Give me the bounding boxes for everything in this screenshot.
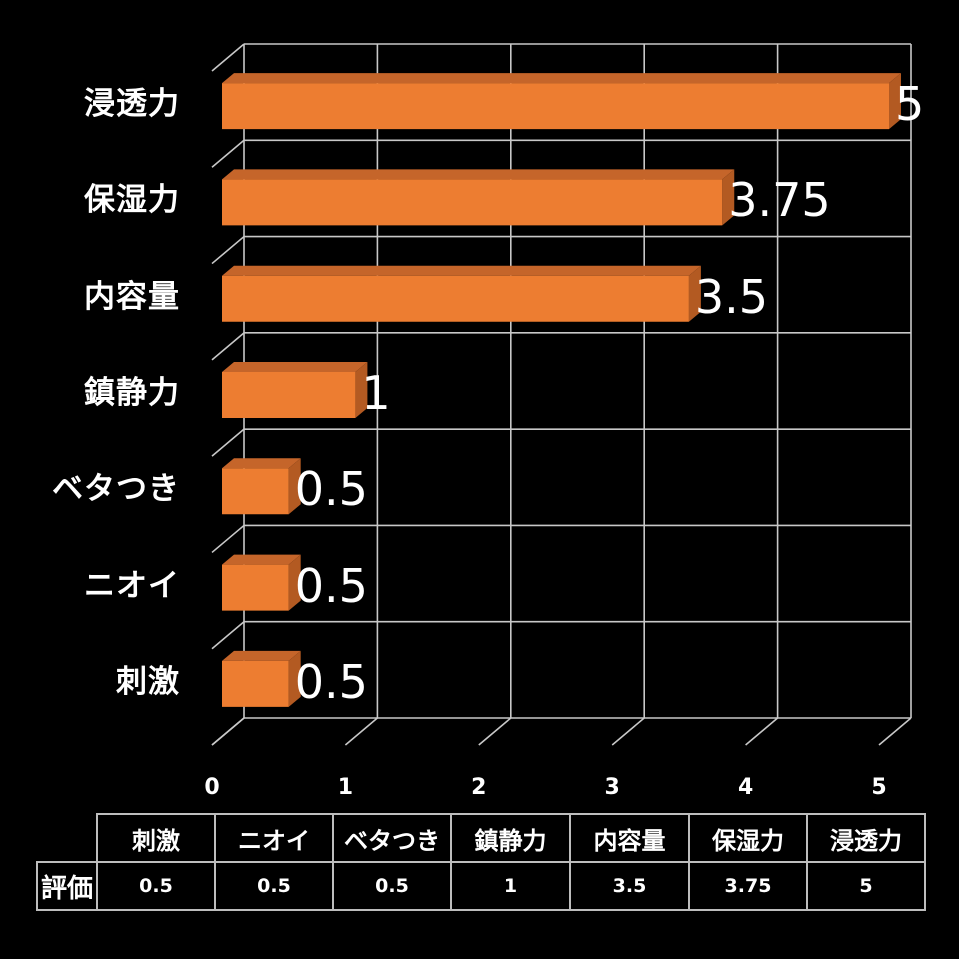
bar-side-face [688,265,701,322]
gridline-floor [211,717,245,746]
chart-bars [222,73,901,707]
data-table-cell: 0.5 [214,861,334,911]
bar-side-face [288,458,301,515]
bar-front-face [222,468,289,515]
data-table-row-header: 評価 [36,861,98,911]
gridline-depth [211,235,245,265]
category-label: 浸透力 [84,86,180,123]
data-table-cell: 3.5 [569,861,690,911]
bar-front-face [222,372,356,418]
bar-side-face [355,362,368,418]
bar-chart [211,43,912,746]
x-tick-label: 2 [471,775,487,800]
data-table-cell: 5 [806,861,926,911]
gridline-floor [611,717,645,746]
gridline-depth [211,332,245,361]
gridline-depth [211,43,245,72]
value-label: 1 [361,366,391,420]
data-table-cell: 1 [450,861,571,911]
x-tick-label: 1 [337,775,354,800]
gridline-floor [878,717,912,746]
bar-front-face [222,660,289,707]
value-label: 5 [895,77,925,132]
category-label: 保湿力 [84,182,180,219]
bar-side-face [722,169,735,226]
category-label: ベタつき [52,471,180,508]
bar-side-face [288,650,301,707]
bar-top-face [222,554,301,565]
data-table-cell: 3.75 [688,861,808,911]
gridline-floor [344,717,378,746]
gridline-depth [211,428,245,457]
data-table-header: 内容量 [569,813,690,863]
category-label: 内容量 [84,278,180,315]
data-table-value-row: 評価 0.5 0.5 0.5 1 3.5 3.75 5 [36,861,926,911]
bar-top-face [222,169,735,180]
bar-top-face [222,362,368,372]
bar-top-face [222,650,301,661]
gridline-depth [211,621,245,650]
bar-front-face [222,83,889,130]
category-label: ニオイ [84,567,180,604]
data-table-header: 浸透力 [806,813,926,863]
data-table: 刺激 ニオイ ベタつき 鎮静力 内容量 保湿力 浸透力 評価 0.5 0.5 0… [36,813,926,911]
x-tick-label: 5 [871,775,887,800]
x-tick-label: 0 [204,775,220,800]
bar-side-face [288,554,301,611]
category-label: 鎮静力 [84,375,180,411]
value-label: 0.5 [294,654,368,709]
bar-top-face [222,73,901,84]
bar-top-face [222,265,701,276]
gridline-depth [211,139,245,168]
value-label: 3.75 [728,173,831,228]
bar-front-face [222,275,689,322]
data-table-header: ベタつき [332,813,452,863]
category-label: 刺激 [116,663,180,700]
data-table-cell: 0.5 [332,861,452,911]
data-table-cell: 0.5 [96,861,216,911]
data-table-header: ニオイ [214,813,334,863]
bar-side-face [889,73,901,130]
gridline-floor [745,717,779,746]
data-table-corner [37,814,98,863]
gridline-depth [211,524,245,554]
value-label: 3.5 [694,269,769,324]
x-tick-label: 4 [737,775,754,800]
bar-front-face [222,564,289,611]
data-table-header: 鎮静力 [450,813,571,863]
value-label: 0.5 [294,558,368,613]
bar-top-face [222,458,301,469]
x-tick-label: 3 [604,775,620,800]
data-table-header: 保湿力 [688,813,808,863]
value-label: 0.5 [294,462,368,517]
bar-front-face [222,179,723,226]
gridline-floor [478,717,512,746]
data-table-header: 刺激 [96,813,216,863]
data-table-header-row: 刺激 ニオイ ベタつき 鎮静力 内容量 保湿力 浸透力 [37,813,926,863]
